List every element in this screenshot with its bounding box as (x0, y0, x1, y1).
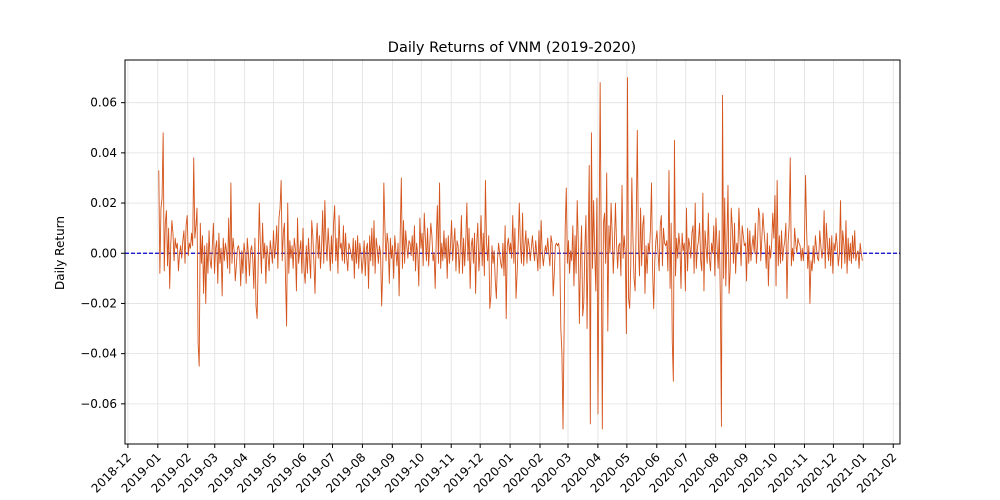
y-tick-label: −0.06 (80, 397, 117, 411)
plot-frame (124, 59, 901, 445)
y-tick-label: 0.04 (90, 146, 117, 160)
y-tick-label: 0.06 (90, 96, 117, 110)
series-layer (158, 77, 863, 430)
chart-title: Daily Returns of VNM (2019-2020) (388, 40, 636, 56)
y-axis-label: Daily Return (53, 216, 67, 290)
y-tick-label: −0.02 (80, 296, 117, 310)
y-tick-label: 0.00 (90, 246, 117, 260)
y-tick-label: 0.02 (90, 196, 117, 210)
daily-return-series-line (158, 77, 863, 430)
y-tick-label: −0.04 (80, 347, 117, 361)
